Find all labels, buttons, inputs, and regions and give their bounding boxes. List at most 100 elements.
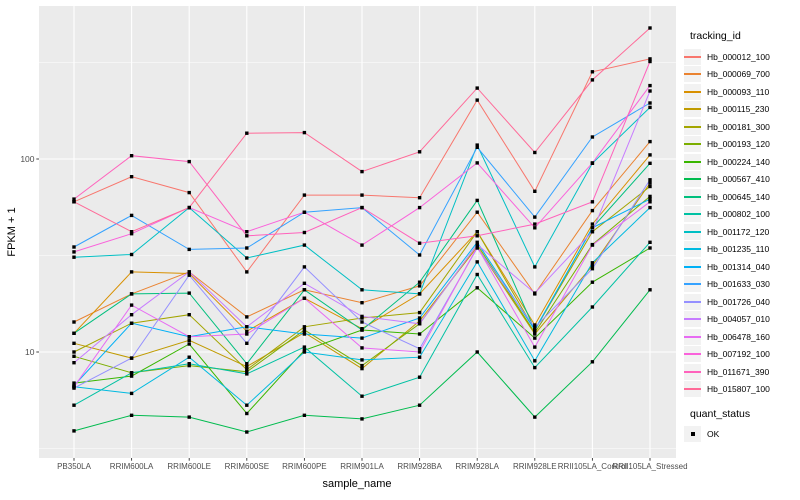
- data-point[interactable]: [72, 350, 76, 354]
- data-point[interactable]: [590, 208, 595, 213]
- data-point[interactable]: [648, 240, 652, 244]
- data-point[interactable]: [648, 246, 652, 250]
- data-point[interactable]: [72, 341, 76, 345]
- data-point[interactable]: [648, 161, 652, 165]
- data-point[interactable]: [533, 323, 537, 327]
- data-point[interactable]: [648, 57, 652, 61]
- data-point[interactable]: [533, 345, 537, 349]
- data-point[interactable]: [302, 345, 307, 349]
- data-point[interactable]: [129, 321, 134, 325]
- data-point[interactable]: [187, 247, 191, 252]
- data-point[interactable]: [648, 288, 652, 292]
- data-point[interactable]: [648, 194, 652, 199]
- data-point[interactable]: [72, 403, 76, 407]
- data-point[interactable]: [417, 241, 422, 245]
- data-point[interactable]: [187, 363, 191, 368]
- data-point[interactable]: [245, 430, 249, 434]
- data-point[interactable]: [129, 313, 134, 317]
- data-point[interactable]: [187, 270, 191, 274]
- data-point[interactable]: [475, 86, 479, 90]
- data-point[interactable]: [417, 316, 422, 320]
- data-point[interactable]: [360, 366, 364, 371]
- data-point[interactable]: [360, 169, 364, 174]
- data-point[interactable]: [302, 350, 307, 354]
- data-point[interactable]: [302, 230, 307, 235]
- data-point[interactable]: [417, 375, 422, 379]
- data-point[interactable]: [129, 303, 134, 307]
- data-point[interactable]: [302, 281, 307, 285]
- data-point[interactable]: [245, 403, 249, 407]
- data-point[interactable]: [533, 325, 537, 330]
- data-point[interactable]: [72, 331, 76, 335]
- legend-item-Hb_015807_100[interactable]: Hb_015807_100: [684, 381, 799, 399]
- data-point[interactable]: [475, 143, 479, 147]
- data-point[interactable]: [533, 415, 537, 419]
- data-point[interactable]: [417, 196, 422, 200]
- legend-item-Hb_011671_390[interactable]: Hb_011671_390: [684, 363, 799, 381]
- data-point[interactable]: [475, 145, 479, 149]
- data-point[interactable]: [129, 232, 134, 236]
- data-point[interactable]: [417, 280, 422, 284]
- data-point[interactable]: [129, 154, 134, 158]
- data-point[interactable]: [129, 230, 134, 234]
- legend-item-Hb_001726_040[interactable]: Hb_001726_040: [684, 293, 799, 311]
- data-point[interactable]: [245, 256, 249, 260]
- data-point[interactable]: [648, 26, 652, 30]
- data-point[interactable]: [475, 286, 479, 290]
- data-point[interactable]: [648, 59, 652, 64]
- data-point[interactable]: [417, 347, 422, 351]
- legend-item-Hb_006478_160[interactable]: Hb_006478_160: [684, 328, 799, 346]
- data-point[interactable]: [302, 243, 307, 247]
- data-point[interactable]: [129, 292, 134, 296]
- data-point[interactable]: [129, 413, 134, 417]
- data-point[interactable]: [245, 270, 249, 274]
- data-point[interactable]: [72, 381, 76, 385]
- data-point[interactable]: [533, 365, 537, 370]
- data-point[interactable]: [648, 197, 652, 201]
- data-point[interactable]: [302, 210, 307, 214]
- data-point[interactable]: [187, 362, 191, 366]
- data-point[interactable]: [187, 335, 191, 339]
- data-point[interactable]: [129, 252, 134, 257]
- data-point[interactable]: [245, 411, 249, 416]
- legend-item-Hb_000224_140[interactable]: Hb_000224_140: [684, 153, 799, 171]
- data-point[interactable]: [533, 226, 537, 230]
- data-point[interactable]: [475, 210, 479, 214]
- data-point[interactable]: [417, 319, 422, 323]
- data-point[interactable]: [533, 189, 537, 193]
- data-point[interactable]: [360, 328, 364, 332]
- data-point[interactable]: [72, 245, 76, 249]
- data-point[interactable]: [360, 358, 364, 362]
- data-point[interactable]: [360, 243, 364, 247]
- data-point[interactable]: [417, 355, 422, 359]
- data-point[interactable]: [72, 250, 76, 254]
- legend-item-Hb_000012_100[interactable]: Hb_000012_100: [684, 48, 799, 66]
- legend-item-Hb_000645_140[interactable]: Hb_000645_140: [684, 188, 799, 206]
- legend-item-Hb_007192_100[interactable]: Hb_007192_100: [684, 346, 799, 364]
- data-point[interactable]: [187, 313, 191, 317]
- data-point[interactable]: [129, 356, 134, 360]
- data-point[interactable]: [245, 364, 249, 369]
- data-point[interactable]: [187, 415, 191, 419]
- data-point[interactable]: [187, 355, 191, 359]
- data-point[interactable]: [590, 70, 595, 74]
- data-point[interactable]: [72, 197, 76, 201]
- data-point[interactable]: [360, 320, 364, 324]
- data-point[interactable]: [187, 291, 191, 295]
- quant-legend-item[interactable]: OK: [684, 425, 799, 443]
- data-point[interactable]: [417, 403, 422, 407]
- data-point[interactable]: [648, 153, 652, 157]
- data-point[interactable]: [187, 205, 191, 210]
- data-point[interactable]: [72, 361, 76, 365]
- data-point[interactable]: [302, 413, 307, 417]
- legend-item-Hb_000069_700[interactable]: Hb_000069_700: [684, 66, 799, 84]
- data-point[interactable]: [360, 336, 364, 340]
- data-point[interactable]: [590, 161, 595, 165]
- data-point[interactable]: [417, 332, 422, 336]
- data-point[interactable]: [475, 245, 479, 249]
- data-point[interactable]: [360, 288, 364, 292]
- data-point[interactable]: [129, 213, 134, 218]
- data-point[interactable]: [360, 417, 364, 421]
- data-point[interactable]: [302, 325, 307, 329]
- legend-item-Hb_001633_030[interactable]: Hb_001633_030: [684, 276, 799, 294]
